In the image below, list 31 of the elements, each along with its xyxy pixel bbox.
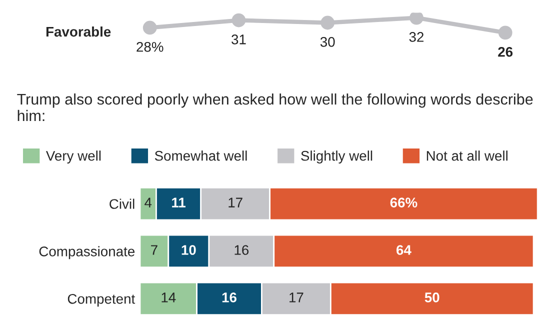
chart-title: Trump also scored poorly when asked how well the following words describe him: bbox=[17, 93, 533, 121]
data-label: 28% bbox=[136, 42, 164, 52]
point bbox=[410, 12, 424, 25]
data-label: 16 bbox=[234, 245, 249, 255]
data-label: 16 bbox=[222, 292, 236, 302]
data-label: 14 bbox=[162, 292, 176, 302]
data-label: 26 bbox=[498, 46, 513, 57]
legend-label: Slightly well bbox=[301, 150, 372, 164]
y-tick-label: Civil bbox=[110, 198, 134, 209]
data-label: 4 bbox=[144, 198, 152, 208]
point bbox=[498, 26, 512, 40]
legend-label: Somewhat well bbox=[154, 150, 247, 161]
y-tick-label: Compassionate bbox=[39, 246, 135, 260]
point bbox=[142, 20, 157, 35]
data-label: 64 bbox=[396, 245, 412, 255]
y-tick-label: Competent bbox=[68, 294, 136, 307]
legend-label: Not at all well bbox=[426, 150, 508, 161]
data-label: 32 bbox=[409, 32, 424, 42]
data-label: 30 bbox=[320, 37, 335, 47]
data-label: 17 bbox=[228, 198, 242, 208]
data-label: 10 bbox=[182, 245, 196, 255]
point bbox=[232, 13, 246, 28]
data-label: 50 bbox=[424, 292, 440, 302]
y-axis-title: Favorable bbox=[46, 26, 111, 37]
data-label: 66% bbox=[390, 198, 418, 208]
data-label: 11 bbox=[172, 198, 186, 208]
data-label: 17 bbox=[290, 292, 304, 302]
data-label: 7 bbox=[151, 245, 158, 255]
point bbox=[320, 16, 335, 30]
legend-label: Very well bbox=[46, 150, 101, 164]
data-label: 31 bbox=[232, 34, 246, 44]
